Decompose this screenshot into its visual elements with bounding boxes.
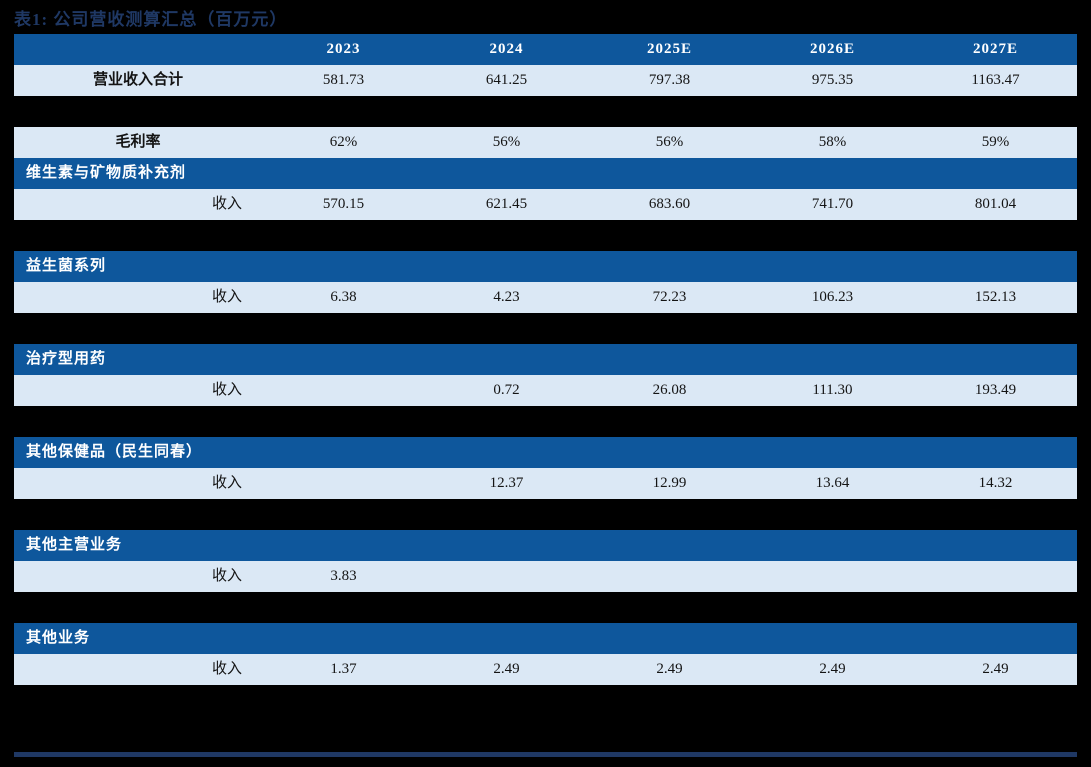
row-label: 营业收入合计 [92, 72, 183, 88]
value-cell: 4.23 [493, 289, 520, 305]
value-cell: 56% [655, 134, 684, 150]
row-label: 毛利率 [115, 134, 161, 150]
value-cell: 72.23 [652, 289, 687, 305]
value-cell: 14.32 [978, 475, 1013, 491]
table-bottom-rule [14, 752, 1077, 757]
year-column-header: 2026E [809, 41, 855, 57]
row-spacer [14, 313, 1077, 344]
row-label: 收入 [211, 475, 242, 491]
section-revenue-row: 收入 570.15 621.45 683.60 741.70 801.04 [14, 189, 1077, 220]
table-header-row: 2023 2024 2025E 2026E 2027E [14, 34, 1077, 65]
value-cell: 1.37 [330, 661, 357, 677]
value-cell: 2.49 [819, 661, 846, 677]
value-cell: 59% [981, 134, 1010, 150]
value-cell: 581.73 [322, 72, 365, 88]
section-title: 其他业务 [26, 630, 91, 646]
value-cell: 106.23 [811, 289, 854, 305]
section-title: 益生菌系列 [26, 258, 107, 274]
section-header-row: 维生素与矿物质补充剂 [14, 158, 1077, 189]
section-revenue-row: 收入 6.38 4.23 72.23 106.23 152.13 [14, 282, 1077, 313]
year-column-header: 2024 [489, 41, 524, 57]
value-cell: 1163.47 [971, 72, 1020, 88]
section-header-row: 其他保健品（民生同春） [14, 437, 1077, 468]
value-cell: 3.83 [330, 568, 357, 584]
row-spacer [14, 220, 1077, 251]
section-title: 其他主营业务 [26, 537, 123, 553]
year-column-header: 2027E [972, 41, 1018, 57]
section-title: 其他保健品（民生同春） [26, 444, 203, 460]
row-label: 收入 [211, 661, 242, 677]
value-cell: 797.38 [648, 72, 691, 88]
value-cell: 56% [492, 134, 521, 150]
table-title: 表1: 公司营收测算汇总（百万元） [14, 10, 288, 29]
row-spacer [14, 96, 1077, 127]
section-title: 治疗型用药 [26, 351, 107, 367]
row-label: 收入 [211, 196, 242, 212]
value-cell: 621.45 [485, 196, 528, 212]
value-cell: 683.60 [648, 196, 691, 212]
value-cell: 12.99 [652, 475, 687, 491]
value-cell: 570.15 [322, 196, 365, 212]
value-cell: 2.49 [656, 661, 683, 677]
value-cell: 193.49 [974, 382, 1017, 398]
section-revenue-row: 收入 3.83 [14, 561, 1077, 592]
section-title: 维生素与矿物质补充剂 [26, 165, 187, 181]
value-cell: 0.72 [493, 382, 520, 398]
section-header-row: 其他主营业务 [14, 530, 1077, 561]
value-cell: 13.64 [815, 475, 850, 491]
section-header-row: 治疗型用药 [14, 344, 1077, 375]
section-revenue-row: 收入 1.37 2.49 2.49 2.49 2.49 [14, 654, 1077, 685]
row-spacer [14, 406, 1077, 437]
value-cell: 975.35 [811, 72, 854, 88]
row-label: 收入 [211, 382, 242, 398]
row-label: 收入 [211, 568, 242, 584]
section-header-row: 益生菌系列 [14, 251, 1077, 282]
total-revenue-row: 营业收入合计 581.73 641.25 797.38 975.35 1163.… [14, 65, 1077, 96]
value-cell: 26.08 [652, 382, 687, 398]
section-header-row: 其他业务 [14, 623, 1077, 654]
value-cell: 2.49 [982, 661, 1009, 677]
year-column-header: 2023 [326, 41, 361, 57]
value-cell: 6.38 [330, 289, 357, 305]
section-revenue-row: 收入 0.72 26.08 111.30 193.49 [14, 375, 1077, 406]
value-cell: 741.70 [811, 196, 854, 212]
value-cell: 2.49 [493, 661, 520, 677]
revenue-forecast-table: 2023 2024 2025E 2026E 2027E 营业收入合计 581.7… [14, 34, 1077, 685]
value-cell: 111.30 [812, 382, 853, 398]
value-cell: 58% [818, 134, 847, 150]
row-spacer [14, 499, 1077, 530]
value-cell: 12.37 [489, 475, 524, 491]
row-label: 收入 [211, 289, 242, 305]
year-column-header: 2025E [646, 41, 692, 57]
value-cell: 152.13 [974, 289, 1017, 305]
row-spacer [14, 592, 1077, 623]
value-cell: 801.04 [974, 196, 1017, 212]
value-cell: 62% [329, 134, 358, 150]
gross-margin-row: 毛利率 62% 56% 56% 58% 59% [14, 127, 1077, 158]
section-revenue-row: 收入 12.37 12.99 13.64 14.32 [14, 468, 1077, 499]
value-cell: 641.25 [485, 72, 528, 88]
